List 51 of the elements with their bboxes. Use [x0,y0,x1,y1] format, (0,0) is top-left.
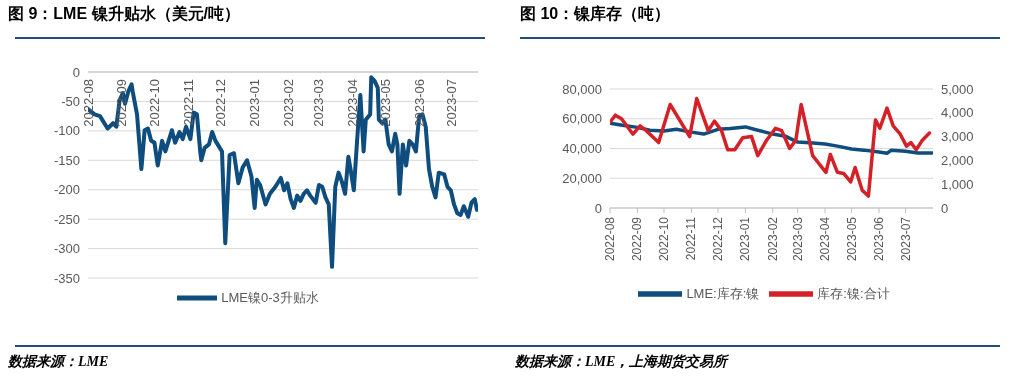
y-tick-label: -100 [53,123,80,139]
y-tick-label: -150 [53,152,80,168]
chart-title: 图 9：LME 镍升贴水（美元/吨） [8,4,241,24]
x-tick-label: 2022-12 [710,216,725,262]
y-tick-label: 0 [594,200,602,216]
x-tick-label: 2022-08 [603,216,617,262]
legend-label: 库存:镍:合计 [817,285,890,301]
x-tick-label: 2023-04 [818,216,833,262]
source-note: 数据来源：LME [8,353,109,371]
y-tick-label: -300 [53,241,80,257]
y-tick-label: -50 [61,94,80,110]
y2-tick-label: 0 [941,200,949,216]
y-tick-label: 60,000 [562,111,602,127]
legend-label: LME:库存:镍 [686,285,760,301]
x-tick-label: 2023-02 [765,216,780,262]
x-tick-label: 2023-01 [738,216,753,262]
line-series [610,96,932,198]
x-tick-label: 2022-11 [684,216,699,261]
y-tick-label: 40,000 [562,141,602,157]
y-tick-label: -200 [53,182,80,198]
x-tick-label: 2022-10 [656,216,671,262]
x-tick-label: 2023-06 [872,216,887,262]
x-tick-label: 2023-03 [790,216,805,262]
x-tick-label: 2023-07 [898,216,913,262]
x-tick-label: 2022-08 [80,79,96,127]
x-tick-label: 2022-11 [180,79,196,126]
x-tick-label: 2023-05 [377,79,393,127]
x-tick-label: 2023-01 [247,79,263,127]
y2-tick-label: 4,000 [941,105,974,121]
source-note: 数据来源：LME，上海期货交易所 [515,353,728,371]
x-tick-label: 2023-03 [311,79,327,127]
x-tick-label: 2023-02 [280,79,296,127]
y-tick-label: -250 [53,211,80,227]
x-tick-label: 2022-09 [630,216,645,262]
x-tick-label: 2023-05 [844,216,859,262]
y2-tick-label: 3,000 [941,129,974,145]
y-tick-label: 80,000 [562,81,602,97]
x-tick-label: 2023-04 [345,79,361,127]
x-tick-label: 2023-07 [444,79,460,127]
y-tick-label: 20,000 [562,170,602,186]
legend-label: LME镍0-3升贴水 [221,289,319,305]
y2-tick-label: 2,000 [941,153,974,169]
x-tick-label: 2023-06 [411,79,427,127]
y2-tick-label: 1,000 [941,176,974,192]
chart-title: 图 10：镍库存（吨） [520,4,671,24]
x-tick-label: 2022-12 [213,79,229,127]
y-tick-label: 0 [72,64,80,80]
x-tick-label: 2022-10 [146,79,162,127]
x-tick-label: 2022-09 [114,79,130,127]
y2-tick-label: 5,000 [941,81,974,97]
y-tick-label: -350 [53,270,80,286]
